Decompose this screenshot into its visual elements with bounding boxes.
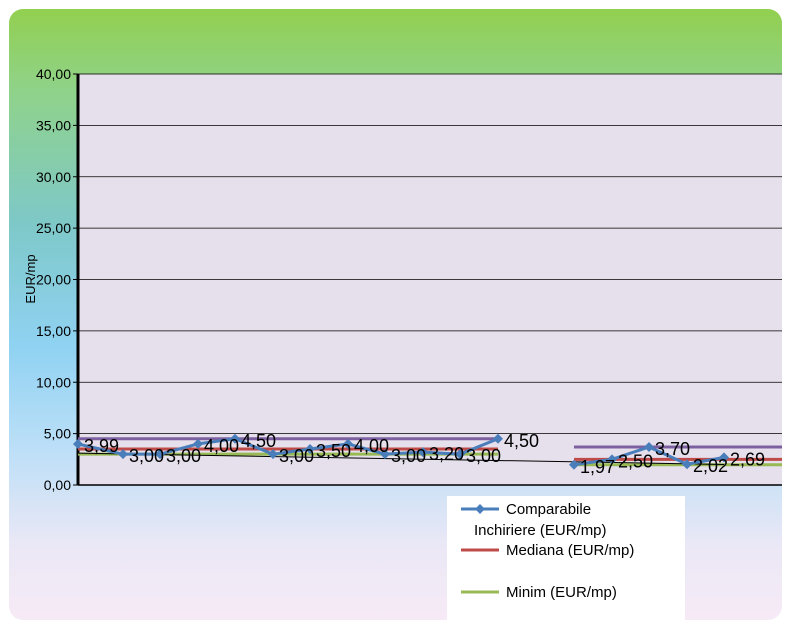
data-point bbox=[305, 444, 315, 455]
y-axis-title: EUR/mp bbox=[23, 254, 38, 303]
data-label: 3,50 bbox=[316, 441, 351, 461]
data-label: 3,20 bbox=[429, 444, 464, 464]
y-axis-ticks: 0,00 5,00 10,00 15,00 20,00 25,00 30,00 35,00 40… bbox=[36, 66, 78, 493]
data-label: 3,00 bbox=[466, 446, 501, 466]
data-label: 3,70 bbox=[655, 439, 690, 459]
data-point bbox=[73, 439, 83, 450]
data-point bbox=[719, 452, 729, 463]
legend-marker-diamond-icon bbox=[475, 504, 485, 514]
legend-label-comparabile-line1: Comparabile bbox=[506, 501, 591, 518]
y-tick-label: 25,00 bbox=[36, 220, 71, 236]
data-label: 4,50 bbox=[504, 431, 539, 451]
gridlines bbox=[78, 73, 782, 435]
legend: Comparabile Inchiriere (EUR/mp) Mediana … bbox=[447, 496, 685, 620]
data-point bbox=[343, 438, 353, 449]
data-point bbox=[268, 449, 278, 460]
data-label: 2,50 bbox=[618, 451, 653, 471]
data-label: 3,00 bbox=[279, 446, 314, 466]
trend-line bbox=[77, 452, 725, 465]
data-label: 3,00 bbox=[166, 446, 201, 466]
chart-card: 0,00 5,00 10,00 15,00 20,00 25,00 30,00 35,00 40… bbox=[9, 9, 782, 620]
data-point bbox=[418, 447, 428, 458]
y-tick-label: 10,00 bbox=[36, 374, 71, 390]
series-layer bbox=[73, 433, 782, 470]
legend-label-minim: Minim (EUR/mp) bbox=[506, 584, 617, 601]
data-point bbox=[493, 433, 503, 444]
data-label: 3,99 bbox=[84, 436, 119, 456]
data-point bbox=[118, 449, 128, 460]
data-label: 4,50 bbox=[241, 431, 276, 451]
data-label: 3,00 bbox=[129, 446, 164, 466]
data-label: 4,00 bbox=[354, 436, 389, 456]
legend-label-comparabile-line2: Inchiriere (EUR/mp) bbox=[474, 522, 607, 539]
data-label: 3,00 bbox=[391, 446, 426, 466]
data-label: 4,00 bbox=[204, 436, 239, 456]
data-point bbox=[644, 441, 654, 452]
data-label: 2,69 bbox=[730, 449, 765, 469]
data-point bbox=[155, 449, 165, 460]
data-point bbox=[682, 459, 692, 470]
data-label: 2,02 bbox=[693, 456, 728, 476]
data-labels: 3,993,00 3,004,00 4,503,00 3,50 4,003,00 3,20… bbox=[84, 431, 765, 477]
legend-box bbox=[447, 496, 685, 620]
data-point bbox=[380, 449, 390, 460]
data-label: 1,97 bbox=[580, 457, 615, 477]
y-tick-label: 20,00 bbox=[36, 272, 71, 288]
legend-label-mediana: Mediana (EUR/mp) bbox=[506, 542, 634, 559]
y-tick-label: 35,00 bbox=[36, 117, 71, 133]
y-tick-label: 0,00 bbox=[44, 477, 71, 493]
data-point bbox=[607, 454, 617, 465]
data-point bbox=[193, 438, 203, 449]
y-tick-label: 40,00 bbox=[36, 66, 71, 82]
y-tick-label: 15,00 bbox=[36, 323, 71, 339]
y-tick-label: 5,00 bbox=[44, 426, 71, 442]
data-point bbox=[455, 449, 465, 460]
y-tick-label: 30,00 bbox=[36, 169, 71, 185]
series-line-comparabile bbox=[77, 437, 499, 456]
line-chart: 0,00 5,00 10,00 15,00 20,00 25,00 30,00 35,00 40… bbox=[23, 66, 782, 620]
data-point bbox=[569, 459, 579, 470]
data-point bbox=[230, 433, 240, 444]
